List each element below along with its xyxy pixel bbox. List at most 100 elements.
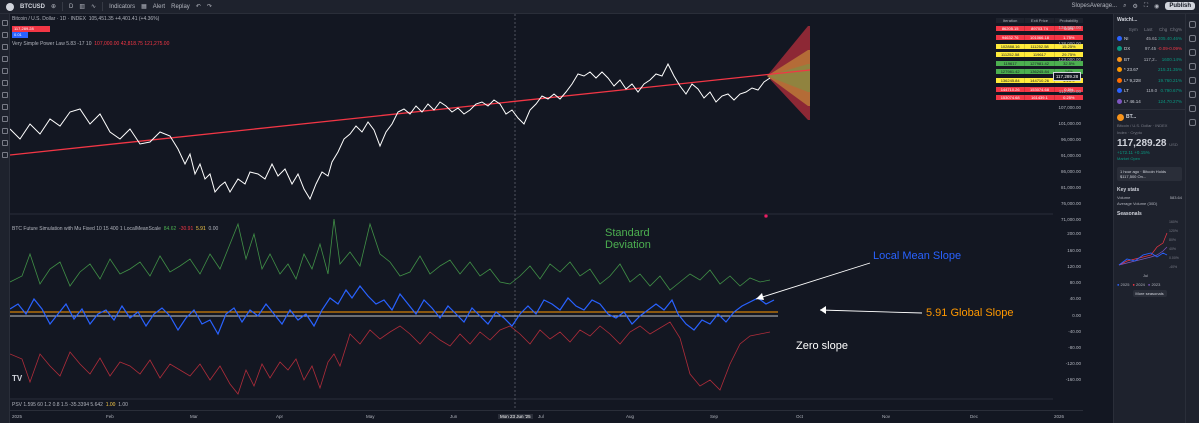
chart-canvas[interactable] xyxy=(10,14,1083,423)
bar-style-icon[interactable]: ▥ xyxy=(79,4,86,10)
sell-price[interactable]: 117,289.28 xyxy=(12,26,50,32)
table-cell: 119617 xyxy=(996,60,1026,66)
crosshair-marker xyxy=(763,213,769,219)
watchlist-row[interactable]: DX 97.45 -0.09 -0.09% xyxy=(1114,44,1185,55)
time-tick: Sep xyxy=(710,414,719,419)
column-header[interactable]: Chg% xyxy=(1169,27,1182,32)
eye-icon[interactable] xyxy=(2,140,8,146)
watchlist-sidebar: Watchl... Sym Last Chg Chg% NI 45.61 205.4… xyxy=(1113,14,1185,423)
replay-button[interactable]: Replay xyxy=(171,3,190,10)
alert-button[interactable]: Alert xyxy=(152,3,166,10)
watchlist-row[interactable]: BT 117,2.. 160 0.14% xyxy=(1114,54,1185,65)
table-header-cell: Iteration xyxy=(996,17,1026,23)
add-symbol-button[interactable]: ⊕ xyxy=(51,4,57,10)
indicator2-value-orange: 5.91 xyxy=(196,226,206,232)
search-icon[interactable]: ⌕ xyxy=(1123,2,1127,9)
watchlist-row[interactable]: * 23.67 215.3 1.35% xyxy=(1114,65,1185,76)
camera-icon[interactable]: ◉ xyxy=(1154,3,1160,10)
symbol-logo-icon xyxy=(6,2,14,11)
price-tick: 91,000.00 xyxy=(1060,153,1081,158)
watchlist-pct: 0.21% xyxy=(1169,77,1182,83)
watchlist-title[interactable]: Watchl... xyxy=(1117,17,1138,23)
symbol-search-button[interactable]: BTCUSD xyxy=(20,3,45,10)
indicator2-value-zero: 0.00 xyxy=(208,226,219,232)
price-tick: 101,000.00 xyxy=(1058,121,1081,126)
legend-2024-label: 2024 xyxy=(1136,281,1145,287)
time-axis[interactable]: 2025 Feb Mar Apr May Jun Mon 23 Jun '25 Jul Aug S… xyxy=(10,410,1083,423)
time-tick: Jul xyxy=(538,414,544,419)
fullscreen-icon[interactable]: ⛶ xyxy=(1143,2,1149,9)
watchlist-row[interactable]: L* 46.14 124.7 0.27% xyxy=(1114,96,1185,107)
trash-icon[interactable] xyxy=(2,152,8,158)
time-tick: Feb xyxy=(106,414,114,419)
pattern-icon[interactable] xyxy=(2,80,8,86)
price-tick: 76,000.00 xyxy=(1060,201,1081,206)
indicators-button[interactable]: Indicators xyxy=(109,3,136,10)
column-header[interactable]: Chg xyxy=(1158,27,1168,32)
price-tick: 128,000.00 xyxy=(1058,41,1081,46)
brush-icon[interactable] xyxy=(2,56,8,62)
magnet-icon[interactable] xyxy=(2,116,8,122)
layout-menu-button[interactable]: SlopesAverage... xyxy=(1071,3,1118,9)
chart-area[interactable]: Bitcoin / U.S. Dollar · 1D · INDEX 105,4… xyxy=(10,14,1084,423)
crosshair-icon[interactable] xyxy=(2,20,8,26)
lock-icon[interactable] xyxy=(2,128,8,134)
time-tick: Mon 23 Jun '25 xyxy=(498,414,533,419)
interval-button[interactable]: D xyxy=(69,3,74,10)
detail-symbol-row[interactable]: BT... xyxy=(1117,113,1182,121)
trendline-icon[interactable] xyxy=(2,32,8,38)
chart-type-icon[interactable]: ∿ xyxy=(91,4,97,10)
time-tick: May xyxy=(366,414,375,419)
calendar-icon[interactable] xyxy=(1189,77,1196,84)
redo-icon[interactable]: ↷ xyxy=(206,4,212,10)
notifications-icon[interactable] xyxy=(1189,105,1196,112)
settings-icon[interactable]: ⚙ xyxy=(1132,3,1138,10)
zoom-icon[interactable] xyxy=(2,104,8,110)
probability-table: Iteration Exit Price Probability 86205.1… xyxy=(996,16,1084,102)
publish-button[interactable]: Publish xyxy=(1165,2,1195,10)
more-seasonals-button[interactable]: More seasonals xyxy=(1132,289,1167,297)
pane3-legend[interactable]: PSV 1.595 60 1.2 0.8 1.5 -35.3394 5.642 … xyxy=(12,402,128,408)
table-cell: 161439.1 xyxy=(1025,95,1055,101)
watchlist-sym: L* 9,228 xyxy=(1124,77,1141,83)
detail-price: 117,289.28 xyxy=(1117,137,1167,149)
help-icon[interactable] xyxy=(1189,119,1196,126)
news-headline[interactable]: 1 hour ago · Bitcoin Holds $117,500 On..… xyxy=(1117,166,1182,181)
symbol-logo-icon xyxy=(1117,98,1122,104)
measure-icon[interactable] xyxy=(2,92,8,98)
watchlist-sym: DX xyxy=(1124,46,1131,52)
watchlist-row[interactable]: LT 119.0 0.79 0.67% xyxy=(1114,86,1185,97)
seasonals-axis-tick: 0.00% xyxy=(1169,256,1179,260)
templates-icon[interactable]: ▦ xyxy=(141,4,147,10)
fib-icon[interactable] xyxy=(2,44,8,50)
symbol-details: BT... Bitcoin / U.S. Dollar · INDEX Inde… xyxy=(1114,112,1185,163)
table-cell: 127981.42 xyxy=(1025,60,1055,66)
price-axis[interactable]: 134,000.00 128,000.00 123,000.00 117,289.28… xyxy=(1053,14,1083,423)
table-cell: 136245.84 xyxy=(996,77,1026,83)
watchlist-icon[interactable] xyxy=(1189,21,1196,28)
table-cell: 144710.26 xyxy=(1025,77,1055,83)
zero-slope-annotation: Zero slope xyxy=(796,340,848,352)
table-cell: 111252.58 xyxy=(1025,43,1055,49)
chat-icon[interactable] xyxy=(1189,49,1196,56)
annotation-line1: Standard xyxy=(605,227,650,239)
column-header[interactable]: Sym xyxy=(1128,27,1138,32)
watchlist-row[interactable]: L* 9,228 19.76 0.21% xyxy=(1114,75,1185,86)
column-header[interactable]: Last xyxy=(1143,27,1153,32)
indicator1-legend[interactable]: Very Simple Power Law 5.83 -17 10 107,00… xyxy=(12,41,169,47)
watchlist-sym: NI xyxy=(1124,35,1129,41)
seasonals-chart[interactable]: 160% 120% 80% 40% 0.00% -40% Jul xyxy=(1117,217,1183,279)
buy-sell-box[interactable]: 117,289.28 0.01 xyxy=(12,26,50,38)
indicator2-legend[interactable]: BTC Future Simulation with Mu Fixed 10 1… xyxy=(12,226,218,232)
undo-icon[interactable]: ↶ xyxy=(195,4,201,10)
alerts-icon[interactable] xyxy=(1189,35,1196,42)
legend-2023: ● 2023 xyxy=(1147,281,1161,287)
watchlist-row[interactable]: NI 45.61 205.4 0.46% xyxy=(1114,33,1185,44)
detail-price-row: 117,289.28 USD xyxy=(1117,138,1182,149)
screener-icon[interactable] xyxy=(1189,63,1196,70)
stat-value: 583.64 xyxy=(1169,194,1182,200)
ideas-icon[interactable] xyxy=(1189,91,1196,98)
local-mean-slope-line xyxy=(10,284,775,336)
arrow-head-global-slope xyxy=(820,306,826,314)
text-icon[interactable] xyxy=(2,68,8,74)
